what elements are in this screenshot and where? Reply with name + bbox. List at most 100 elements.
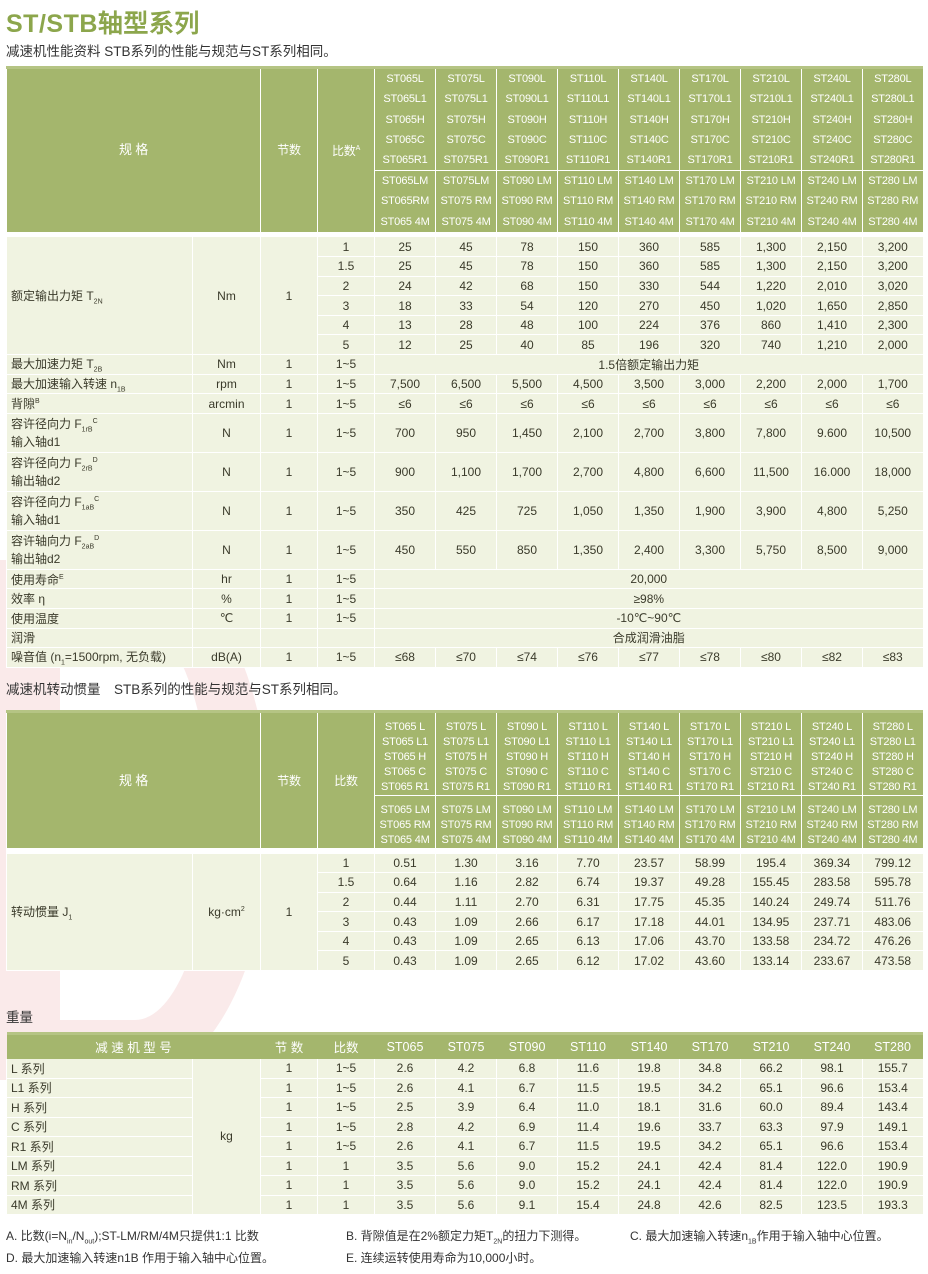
- model-name: ST140 L: [618, 711, 680, 735]
- row-stages: 1: [260, 354, 318, 375]
- cell-value: 18: [374, 295, 436, 316]
- model-name: ST170 4M: [679, 833, 741, 848]
- row-stages: 1: [260, 236, 318, 356]
- cell-value: 860: [740, 315, 802, 336]
- header-ratio: 比数: [317, 711, 375, 848]
- cell-value: 2,000: [862, 334, 923, 356]
- table-row: C 系列 1 1~5 2.8 4.2 6.9 11.4 19.6 33.7 63.3 97.9 149…: [6, 1117, 923, 1137]
- cell-value: 1~5: [317, 1078, 375, 1098]
- model-name: ST110C: [557, 129, 619, 151]
- model-name: ST280 R1: [862, 779, 923, 795]
- cell-value: 2,100: [557, 413, 619, 453]
- table-row: RM 系列 1 1 3.5 5.6 9.0 15.2 24.1 42.4 81.4 122.0 190…: [6, 1175, 923, 1196]
- cell-value: 6,600: [679, 452, 741, 492]
- cell-value: 155.45: [740, 872, 802, 893]
- row-stages: 1: [260, 853, 318, 972]
- model-name: ST280C: [862, 129, 923, 151]
- model-name: ST240 LM: [801, 170, 863, 192]
- cell-value: 78: [496, 236, 558, 258]
- model-name: ST075 RM: [435, 191, 497, 212]
- model-name: ST210 C: [740, 764, 802, 780]
- table-row: 5 12 25 40 85 196 320 740 1,210 2,000: [7, 334, 923, 356]
- cell-value: 1.11: [435, 892, 497, 913]
- row-label: 使用温度: [6, 608, 193, 629]
- cell-value: 25: [374, 256, 436, 277]
- model-name: ST240H: [801, 109, 863, 130]
- cell-value: 89.4: [801, 1097, 863, 1118]
- cell-value: 1: [260, 1078, 318, 1098]
- table-row: LM 系列 1 1 3.5 5.6 9.0 15.2 24.1 42.4 81.4 122.0 190…: [6, 1156, 923, 1176]
- model-name: ST110R1: [557, 150, 619, 171]
- model-name: ST110 L: [557, 711, 619, 735]
- cell-value: 45.35: [679, 892, 741, 913]
- cell-value: 1,350: [618, 491, 680, 531]
- table-row: 1.5 0.64 1.16 2.82 6.74 19.37 49.28 155.45 283.5…: [7, 872, 923, 893]
- subscript: 1: [61, 659, 65, 667]
- cell-value: 3,200: [862, 236, 923, 258]
- cell-value: 43.70: [679, 931, 741, 952]
- table-row: L1 系列 1 1~5 2.6 4.1 6.7 11.5 19.5 34.2 65.1 96.6 15…: [6, 1078, 923, 1098]
- model-name: ST090 R1: [496, 779, 558, 795]
- model-name: ST210 LM: [740, 170, 802, 192]
- model-name: ST090 4M: [496, 833, 558, 848]
- cell-value: 1: [260, 1117, 318, 1137]
- cell-value: 45: [435, 256, 497, 277]
- cell-value: 20,000: [374, 569, 923, 590]
- model-name: ST140R1: [618, 150, 680, 171]
- cell-value: 1: [260, 1136, 318, 1157]
- row-label: 使用寿命E: [6, 569, 193, 590]
- cell-value: 18,000: [862, 452, 923, 492]
- model-name: ST090L: [496, 67, 558, 89]
- table-row: 5 0.43 1.09 2.65 6.12 17.02 43.60 133.14 233.67 4…: [7, 950, 923, 972]
- table-row: 容许径向力 F1rBC 输入轴d1 N 1 1~5 700 950 1,450 2,100 2,7…: [6, 413, 923, 453]
- cell-value: 9.600: [801, 413, 863, 453]
- cell-value: 799.12: [862, 853, 923, 874]
- cell-value: 11.4: [557, 1117, 619, 1137]
- table-header: 规 格节数 比数 ST065 L ST075 L ST090 L ST110 L ST140…: [5, 711, 923, 848]
- table-row: 额定输出力矩 T2N Nm 1 1 25 45 78 150 360 585 1,300 2,150 3…: [6, 236, 923, 356]
- model-name: ST090 LM: [496, 170, 558, 192]
- cell-value: 12: [374, 334, 436, 356]
- subscript: 2B: [93, 366, 103, 374]
- cell-value: 585: [679, 256, 741, 277]
- row-unit: N: [191, 452, 261, 492]
- cell-value: 45: [435, 236, 497, 258]
- cell-value: 9.0: [496, 1175, 558, 1196]
- cell-value: 2,200: [740, 374, 802, 395]
- subscript: 2aB: [81, 543, 95, 551]
- cell-value: 283.58: [801, 872, 863, 893]
- model-name: ST240 RM: [801, 191, 863, 212]
- model-name: ST075C: [435, 129, 497, 151]
- model-name: ST140H: [618, 109, 680, 130]
- cell-value: ≤82: [801, 647, 863, 668]
- cell-value: 17.18: [618, 911, 680, 932]
- model-name: ST075 R1: [435, 779, 497, 795]
- cell-value: 143.4: [862, 1097, 923, 1118]
- model-name: ST210 L1: [740, 734, 802, 750]
- model-name: ST065C: [374, 129, 436, 151]
- cell-value: 224: [618, 315, 680, 336]
- model-name: ST090 H: [496, 749, 558, 765]
- cell-value: 1: [260, 1156, 318, 1176]
- model-name: ST240 H: [801, 749, 863, 765]
- cell-value: 1.30: [435, 853, 497, 874]
- column-header: 减 速 机 型 号: [95, 1041, 172, 1056]
- cell-value: 1,410: [801, 315, 863, 336]
- model-name: ST280 RM: [862, 191, 923, 212]
- model-name: ST280R1: [862, 150, 923, 171]
- cell-value: 43.60: [679, 950, 741, 972]
- cell-value: 63.3: [740, 1117, 802, 1137]
- header-spec: 规 格: [5, 711, 261, 848]
- table-row: 使用寿命E hr 1 1~5 20,000: [6, 569, 923, 590]
- cell-value: 11.0: [557, 1097, 619, 1118]
- model-name: ST090H: [496, 109, 558, 130]
- model-name: ST170 H: [679, 749, 741, 765]
- model-name: ST280 C: [862, 764, 923, 780]
- cell-value: 28: [435, 315, 497, 336]
- cell-value: 13: [374, 315, 436, 336]
- cell-value: 3.9: [435, 1097, 497, 1118]
- table-row: 容许轴向力 F2aBD 输出轴d2 N 1 1~5 450 550 850 1,350 2,400…: [6, 530, 923, 570]
- cell-value: ≤6: [801, 393, 863, 414]
- cell-value: 1.09: [435, 911, 497, 932]
- row-ratio: 1~5: [317, 491, 375, 531]
